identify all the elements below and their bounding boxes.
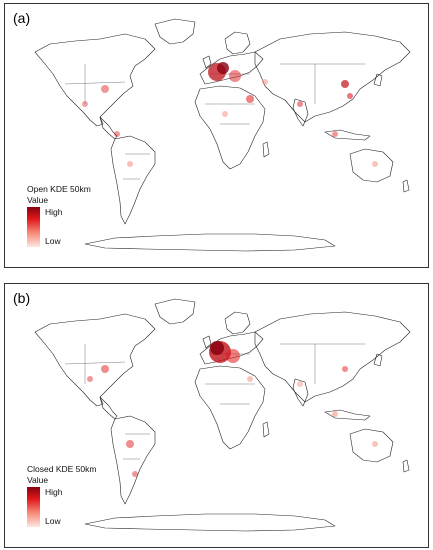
africa-outline: [194, 85, 266, 170]
north-america-outline: [34, 33, 156, 127]
india-outline: [292, 98, 309, 127]
legend-high-label: High: [45, 487, 63, 497]
map-panel-b: (b) Closed KDE 50km Value High Low: [4, 283, 429, 548]
central-america-outline: [99, 396, 118, 420]
north-america-outline: [34, 313, 156, 407]
indonesia-outline: [324, 129, 371, 141]
legend-low-label: Low: [45, 516, 61, 526]
legend-title: Open KDE 50km: [27, 184, 91, 194]
world-map-b: [34, 298, 411, 532]
greenland-outline: [154, 298, 196, 325]
panel-label: (b): [13, 290, 31, 306]
legend-low-label: Low: [45, 236, 61, 246]
legend-title: Closed KDE 50km: [27, 464, 97, 474]
greenland-outline: [154, 18, 196, 45]
world-map-a: [34, 18, 411, 252]
panel-label: (a): [13, 10, 31, 26]
scandinavia-outline: [224, 311, 251, 335]
south-america-outline: [110, 135, 156, 225]
kde-density-a: [82, 62, 378, 167]
map-legend: Closed KDE 50km Value High Low: [27, 464, 97, 527]
japan-outline: [373, 353, 383, 367]
legend-color-ramp: [27, 207, 40, 247]
antarctica-outline: [84, 233, 336, 252]
australia-outline: [349, 428, 394, 463]
legend-subtitle: Value: [27, 475, 49, 485]
europe-outline: [199, 51, 264, 85]
map-legend: Open KDE 50km Value High Low: [27, 184, 91, 247]
central-america-outline: [99, 116, 118, 140]
legend-subtitle: Value: [27, 195, 49, 205]
legend-color-ramp: [27, 487, 40, 527]
madagascar-outline: [262, 141, 270, 158]
asia-outline: [254, 311, 411, 403]
india-outline: [292, 378, 309, 407]
asia-outline: [254, 31, 411, 123]
map-panel-a: (a) Open KDE 50km Value High Low: [4, 3, 429, 268]
indonesia-outline: [324, 409, 371, 421]
legend-high-label: High: [45, 207, 63, 217]
uk-outline: [202, 335, 212, 349]
uk-outline: [202, 55, 212, 69]
antarctica-outline: [84, 513, 336, 532]
australia-outline: [349, 148, 394, 183]
africa-outline: [194, 365, 266, 450]
south-america-outline: [110, 415, 156, 505]
japan-outline: [373, 73, 383, 87]
scandinavia-outline: [224, 31, 251, 55]
new-zealand-outline: [402, 459, 410, 473]
kde-density-b: [87, 341, 378, 477]
madagascar-outline: [262, 421, 270, 438]
new-zealand-outline: [402, 179, 410, 193]
